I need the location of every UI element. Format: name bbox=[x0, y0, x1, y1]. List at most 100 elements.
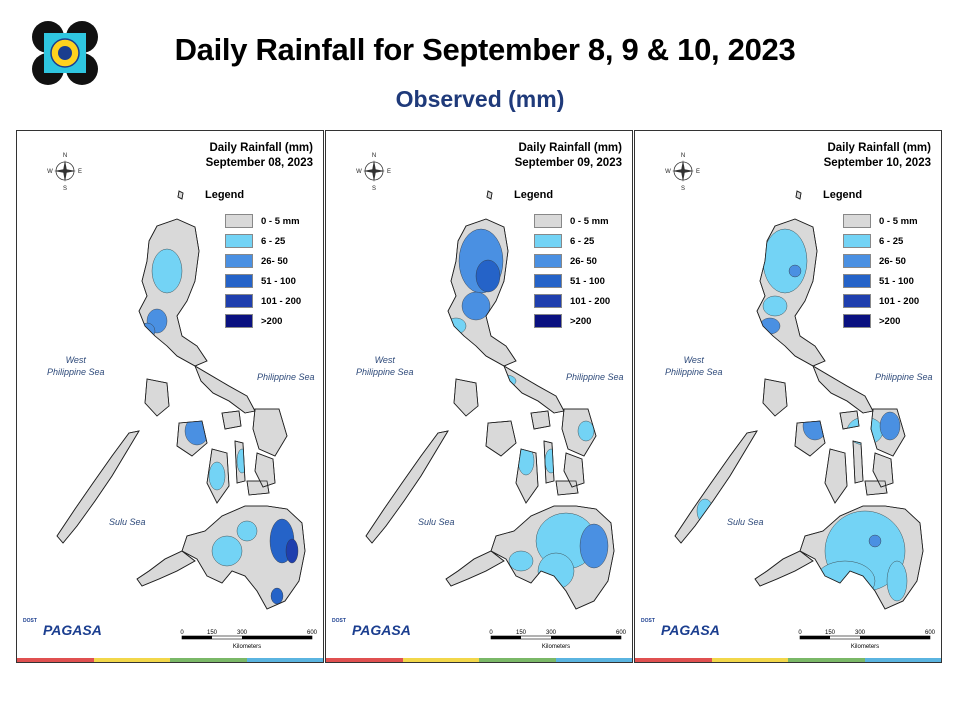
rainfall-area bbox=[461, 291, 491, 321]
rainfall-area bbox=[879, 411, 901, 441]
map-panel-sep-10: N S W E Daily Rainfall (mm) September 10, 2… bbox=[634, 130, 942, 663]
island-outline bbox=[445, 550, 505, 587]
island-bicol bbox=[194, 365, 256, 414]
panel-heading: Daily Rainfall (mm) bbox=[209, 142, 313, 154]
legend-label: >200 bbox=[570, 315, 592, 327]
legend-label: 6 - 25 bbox=[879, 235, 904, 247]
rainfall-area bbox=[508, 550, 534, 572]
compass-label: W bbox=[47, 169, 53, 175]
legend-swatch bbox=[225, 234, 253, 248]
panel-heading: Daily Rainfall (mm) bbox=[518, 142, 622, 154]
island-outline bbox=[221, 410, 242, 430]
west-philippine-sea-label: West Philippine Sea bbox=[356, 355, 414, 377]
philippines-rainfall-map bbox=[56, 190, 306, 610]
scale-tick-label: 150 bbox=[207, 630, 218, 636]
legend-item: 0 - 5 mm bbox=[843, 211, 919, 231]
island-outline bbox=[194, 365, 256, 414]
island-mindoro bbox=[144, 378, 170, 417]
compass-rose-icon: N S W E bbox=[665, 151, 701, 192]
rainfall-area bbox=[475, 259, 501, 293]
legend: 0 - 5 mm 6 - 25 26- 50 51 - 100 101 - 20… bbox=[534, 211, 610, 331]
panel-title: Daily Rainfall (mm) September 09, 2023 bbox=[515, 141, 622, 171]
legend-label: 51 - 100 bbox=[570, 275, 605, 287]
legend-swatch bbox=[843, 234, 871, 248]
map-panels: N S W E Daily Rainfall (mm) September 08, 2… bbox=[16, 130, 942, 663]
legend-item: 51 - 100 bbox=[843, 271, 919, 291]
rainfall-area bbox=[138, 322, 156, 340]
island-mindoro bbox=[453, 378, 479, 417]
island-outline bbox=[754, 550, 814, 587]
rainfall-area bbox=[544, 448, 558, 474]
legend-swatch bbox=[843, 294, 871, 308]
color-stripe bbox=[326, 658, 632, 662]
legend-item: 6 - 25 bbox=[534, 231, 610, 251]
page-subtitle: Observed (mm) bbox=[395, 86, 565, 112]
legend-item: 26- 50 bbox=[534, 251, 610, 271]
legend-title: Legend bbox=[823, 189, 863, 201]
legend-label: 6 - 25 bbox=[261, 235, 286, 247]
legend-swatch bbox=[534, 294, 562, 308]
compass-label: W bbox=[665, 169, 671, 175]
scale-tick-label: 0 bbox=[798, 630, 802, 636]
compass-label: N bbox=[63, 153, 67, 159]
legend-swatch bbox=[843, 254, 871, 268]
island-outline bbox=[177, 190, 184, 200]
legend-title: Legend bbox=[514, 189, 554, 201]
legend-item: 101 - 200 bbox=[225, 291, 301, 311]
island-outline bbox=[485, 420, 517, 457]
scale-tick-label: 300 bbox=[237, 630, 248, 636]
island-outline bbox=[563, 452, 585, 488]
island-outline bbox=[56, 430, 140, 544]
scale-bar-segment bbox=[860, 636, 930, 639]
compass-label: N bbox=[372, 153, 376, 159]
island-outline bbox=[824, 448, 848, 504]
scale-tick-label: 0 bbox=[180, 630, 184, 636]
island-outline bbox=[543, 440, 555, 484]
scale-bar-segment bbox=[182, 636, 212, 639]
island-outline bbox=[486, 190, 493, 200]
island-panay bbox=[485, 420, 517, 457]
island-zamboanga bbox=[754, 550, 814, 587]
legend-swatch bbox=[534, 254, 562, 268]
rainfall-area bbox=[886, 560, 908, 602]
legend-swatch bbox=[843, 314, 871, 328]
island-bicol bbox=[812, 365, 874, 414]
rainfall-area bbox=[236, 448, 248, 474]
legend-item: 51 - 100 bbox=[225, 271, 301, 291]
legend-item: 26- 50 bbox=[225, 251, 301, 271]
legend-item: 0 - 5 mm bbox=[225, 211, 301, 231]
philippine-sea-label: Philippine Sea bbox=[257, 372, 315, 382]
island-mindoro bbox=[762, 378, 788, 417]
legend-item: 6 - 25 bbox=[843, 231, 919, 251]
island-outline bbox=[530, 410, 551, 430]
compass-label: S bbox=[681, 186, 685, 191]
pagasa-logo: DOST PAGASA bbox=[23, 618, 102, 638]
legend-label: >200 bbox=[261, 315, 283, 327]
legend-swatch bbox=[534, 274, 562, 288]
legend: 0 - 5 mm 6 - 25 26- 50 51 - 100 101 - 20… bbox=[843, 211, 919, 331]
scale-tick-label: 300 bbox=[855, 630, 866, 636]
legend-label: 26- 50 bbox=[879, 255, 906, 267]
rainfall-area bbox=[211, 535, 243, 567]
compass-label: N bbox=[681, 153, 685, 159]
rainfall-area bbox=[445, 317, 467, 335]
rainfall-area bbox=[846, 416, 884, 446]
sulu-sea-label: Sulu Sea bbox=[727, 517, 764, 527]
legend-title: Legend bbox=[205, 189, 245, 201]
west-philippine-sea-label: West Philippine Sea bbox=[665, 355, 723, 377]
scale-tick-label: 300 bbox=[546, 630, 557, 636]
legend-item: >200 bbox=[843, 311, 919, 331]
legend: 0 - 5 mm 6 - 25 26- 50 51 - 100 101 - 20… bbox=[225, 211, 301, 331]
philippine-sea-label: Philippine Sea bbox=[566, 372, 624, 382]
philippines-rainfall-map bbox=[365, 190, 615, 610]
compass-label: S bbox=[63, 186, 67, 191]
legend-item: 101 - 200 bbox=[534, 291, 610, 311]
island-outline bbox=[206, 448, 230, 504]
island-outline bbox=[852, 440, 864, 484]
rainfall-area bbox=[236, 520, 258, 542]
island-outline bbox=[839, 410, 860, 430]
compass-label: E bbox=[696, 169, 700, 175]
scale-tick-label: 150 bbox=[825, 630, 836, 636]
legend-label: 101 - 200 bbox=[879, 295, 920, 307]
map-panel-sep-09: N S W E Daily Rainfall (mm) September 09, 2… bbox=[325, 130, 633, 663]
